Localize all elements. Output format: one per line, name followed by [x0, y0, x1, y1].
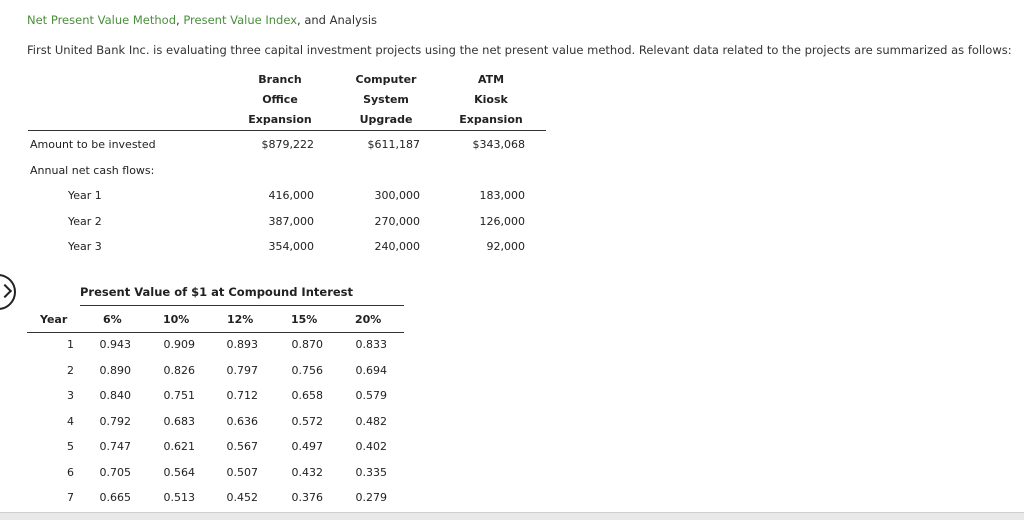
pv-header-rate: 12% [227, 313, 254, 326]
pv-factor-cell: 0.636 [226, 414, 259, 428]
pv-factor-cell: 0.497 [291, 440, 324, 453]
pv-factor-cell: 0.279 [355, 491, 388, 504]
pv-header-rate: 6% [103, 313, 122, 326]
pv-factor-cell: 0.658 [291, 389, 324, 402]
header-line: System [363, 93, 409, 106]
pv-factor-cell: 0.747 [99, 440, 132, 453]
pv-factor-cell: 0.890 [99, 363, 132, 377]
pv-factor-cell: 0.751 [163, 389, 196, 402]
header-line: Expansion [459, 113, 523, 126]
chevron-right-icon [0, 283, 13, 299]
pv-year-cell: 5 [67, 440, 74, 453]
pv-factor-cell: 0.567 [226, 440, 259, 453]
pv-factor-cell: 0.833 [355, 338, 388, 351]
cash-flow-value: 183,000 [479, 189, 526, 202]
pv-year-cell: 6 [67, 465, 74, 479]
pv-factor-cell: 0.943 [99, 338, 132, 351]
pv-factor-cell: 0.712 [226, 389, 259, 402]
pv-year-cell: 1 [67, 338, 74, 351]
pv-factor-cell: 0.705 [99, 465, 132, 479]
pv-factor-cell: 0.840 [99, 389, 132, 402]
horizontal-scrollbar[interactable] [0, 512, 1024, 520]
header-branch-office: Branch Office Expansion [225, 70, 335, 130]
title-separator: , [176, 13, 184, 27]
pv-factor-cell: 0.683 [163, 414, 196, 428]
pv-factor-cell: 0.579 [355, 389, 388, 402]
header-line: Computer [355, 73, 417, 86]
pv-factor-cell: 0.694 [355, 363, 388, 377]
pv-year-cell: 3 [67, 389, 74, 402]
pv-header-rate: 10% [163, 313, 190, 326]
header-atm-kiosk: ATM Kiosk Expansion [436, 70, 546, 130]
header-line: Branch [258, 73, 302, 86]
pv-header-rule [27, 332, 404, 333]
pv-factor-cell: 0.507 [226, 465, 259, 479]
pv-factor-cell: 0.621 [163, 440, 196, 453]
pv-year-cell: 4 [67, 414, 74, 428]
header-computer-system: Computer System Upgrade [331, 70, 441, 130]
cash-flow-value: 240,000 [374, 240, 421, 253]
intro-text: First United Bank Inc. is evaluating thr… [27, 43, 1012, 57]
year-label: Year 1 [68, 189, 102, 202]
cash-flows-label: Annual net cash flows: [30, 164, 155, 177]
header-line: Office [262, 93, 298, 106]
pv-factor-cell: 0.756 [291, 363, 324, 377]
pv-factor-cell: 0.826 [163, 363, 196, 377]
pv-factor-cell: 0.909 [163, 338, 196, 351]
pv-year-cell: 7 [67, 491, 74, 504]
amount-label: Amount to be invested [30, 138, 156, 151]
pv-factor-cell: 0.893 [226, 338, 259, 351]
pv-title-rule [80, 305, 404, 306]
header-divider [28, 130, 546, 131]
header-line: Kiosk [474, 93, 508, 106]
year-label: Year 2 [68, 215, 102, 228]
title-suffix: , and Analysis [297, 13, 378, 27]
page-title: Net Present Value Method, Present Value … [27, 13, 377, 27]
pv-factor-cell: 0.792 [99, 414, 132, 428]
pv-factor-cell: 0.402 [355, 440, 388, 453]
cash-flow-value: 270,000 [374, 215, 421, 228]
pv-factor-cell: 0.572 [291, 414, 324, 428]
amount-value: $879,222 [261, 138, 315, 151]
pv-factor-cell: 0.335 [355, 465, 388, 479]
pv-factor-cell: 0.797 [226, 363, 259, 377]
title-topic-npv: Net Present Value Method [27, 13, 177, 27]
pv-factor-cell: 0.482 [355, 414, 388, 428]
amount-value: $343,068 [472, 138, 526, 151]
amount-value: $611,187 [367, 138, 421, 151]
cash-flow-value: 416,000 [268, 189, 315, 202]
title-topic-pvi: Present Value Index [183, 13, 298, 27]
cash-flow-value: 354,000 [268, 240, 315, 253]
cash-flow-value: 300,000 [374, 189, 421, 202]
cash-flow-value: 126,000 [479, 215, 526, 228]
header-line: Upgrade [359, 113, 413, 126]
year-label: Year 3 [68, 240, 102, 253]
pv-factor-cell: 0.870 [291, 338, 324, 351]
header-line: ATM [477, 73, 505, 86]
pv-year-cell: 2 [67, 363, 74, 377]
pv-table-title: Present Value of $1 at Compound Interest [80, 285, 354, 299]
pv-factor-cell: 0.432 [291, 465, 324, 479]
pv-factor-cell: 0.452 [226, 491, 259, 504]
pv-factor-cell: 0.564 [163, 465, 196, 479]
pv-header-rate: 15% [291, 313, 318, 326]
header-line: Expansion [248, 113, 312, 126]
pv-factor-cell: 0.513 [163, 491, 196, 504]
projects-table: Branch Office Expansion Computer System … [28, 68, 546, 263]
pv-factor-cell: 0.665 [99, 491, 132, 504]
pv-header-year: Year [40, 313, 68, 326]
pv-factor-cell: 0.376 [291, 491, 324, 504]
cash-flow-value: 387,000 [268, 215, 315, 228]
pv-header-rate: 20% [355, 313, 382, 326]
next-arrow-button[interactable] [0, 274, 16, 310]
cash-flow-value: 92,000 [486, 240, 526, 253]
